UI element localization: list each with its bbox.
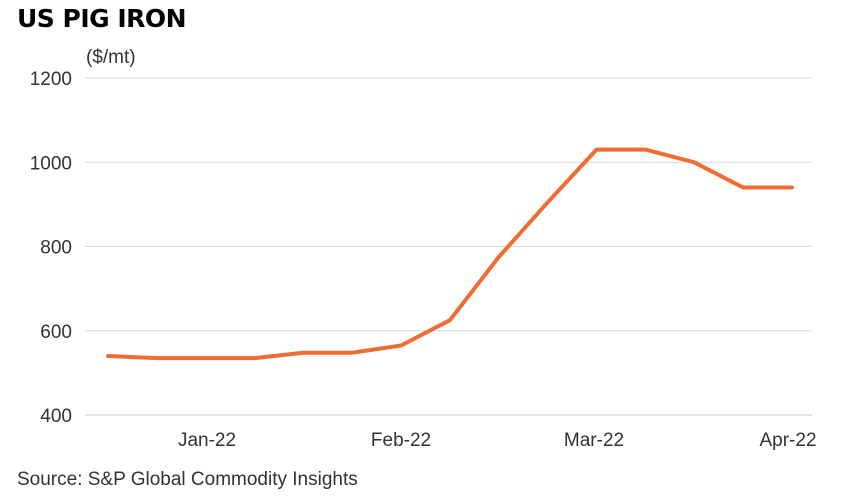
y-axis-unit-label: ($/mt) xyxy=(86,47,136,68)
x-tick-label: Mar-22 xyxy=(564,430,624,451)
source-note: Source: S&P Global Commodity Insights xyxy=(17,469,358,490)
chart-title: US PIG IRON xyxy=(17,4,187,33)
gridlines xyxy=(85,77,812,416)
x-tick-label: Jan-22 xyxy=(178,430,236,451)
y-tick-label: 400 xyxy=(40,406,72,427)
y-axis-ticks: 400 600 800 1000 1200 xyxy=(30,69,72,427)
y-tick-label: 600 xyxy=(40,322,72,343)
x-tick-label: Feb-22 xyxy=(371,430,431,451)
x-axis-ticks: Jan-22 Feb-22 Mar-22 Apr-22 xyxy=(178,430,817,451)
series-lines xyxy=(106,147,794,361)
x-tick-label: Apr-22 xyxy=(759,430,816,451)
y-tick-label: 1000 xyxy=(30,153,72,174)
y-tick-label: 800 xyxy=(40,238,72,259)
series-line-0 xyxy=(106,147,794,361)
y-tick-label: 1200 xyxy=(30,69,72,90)
